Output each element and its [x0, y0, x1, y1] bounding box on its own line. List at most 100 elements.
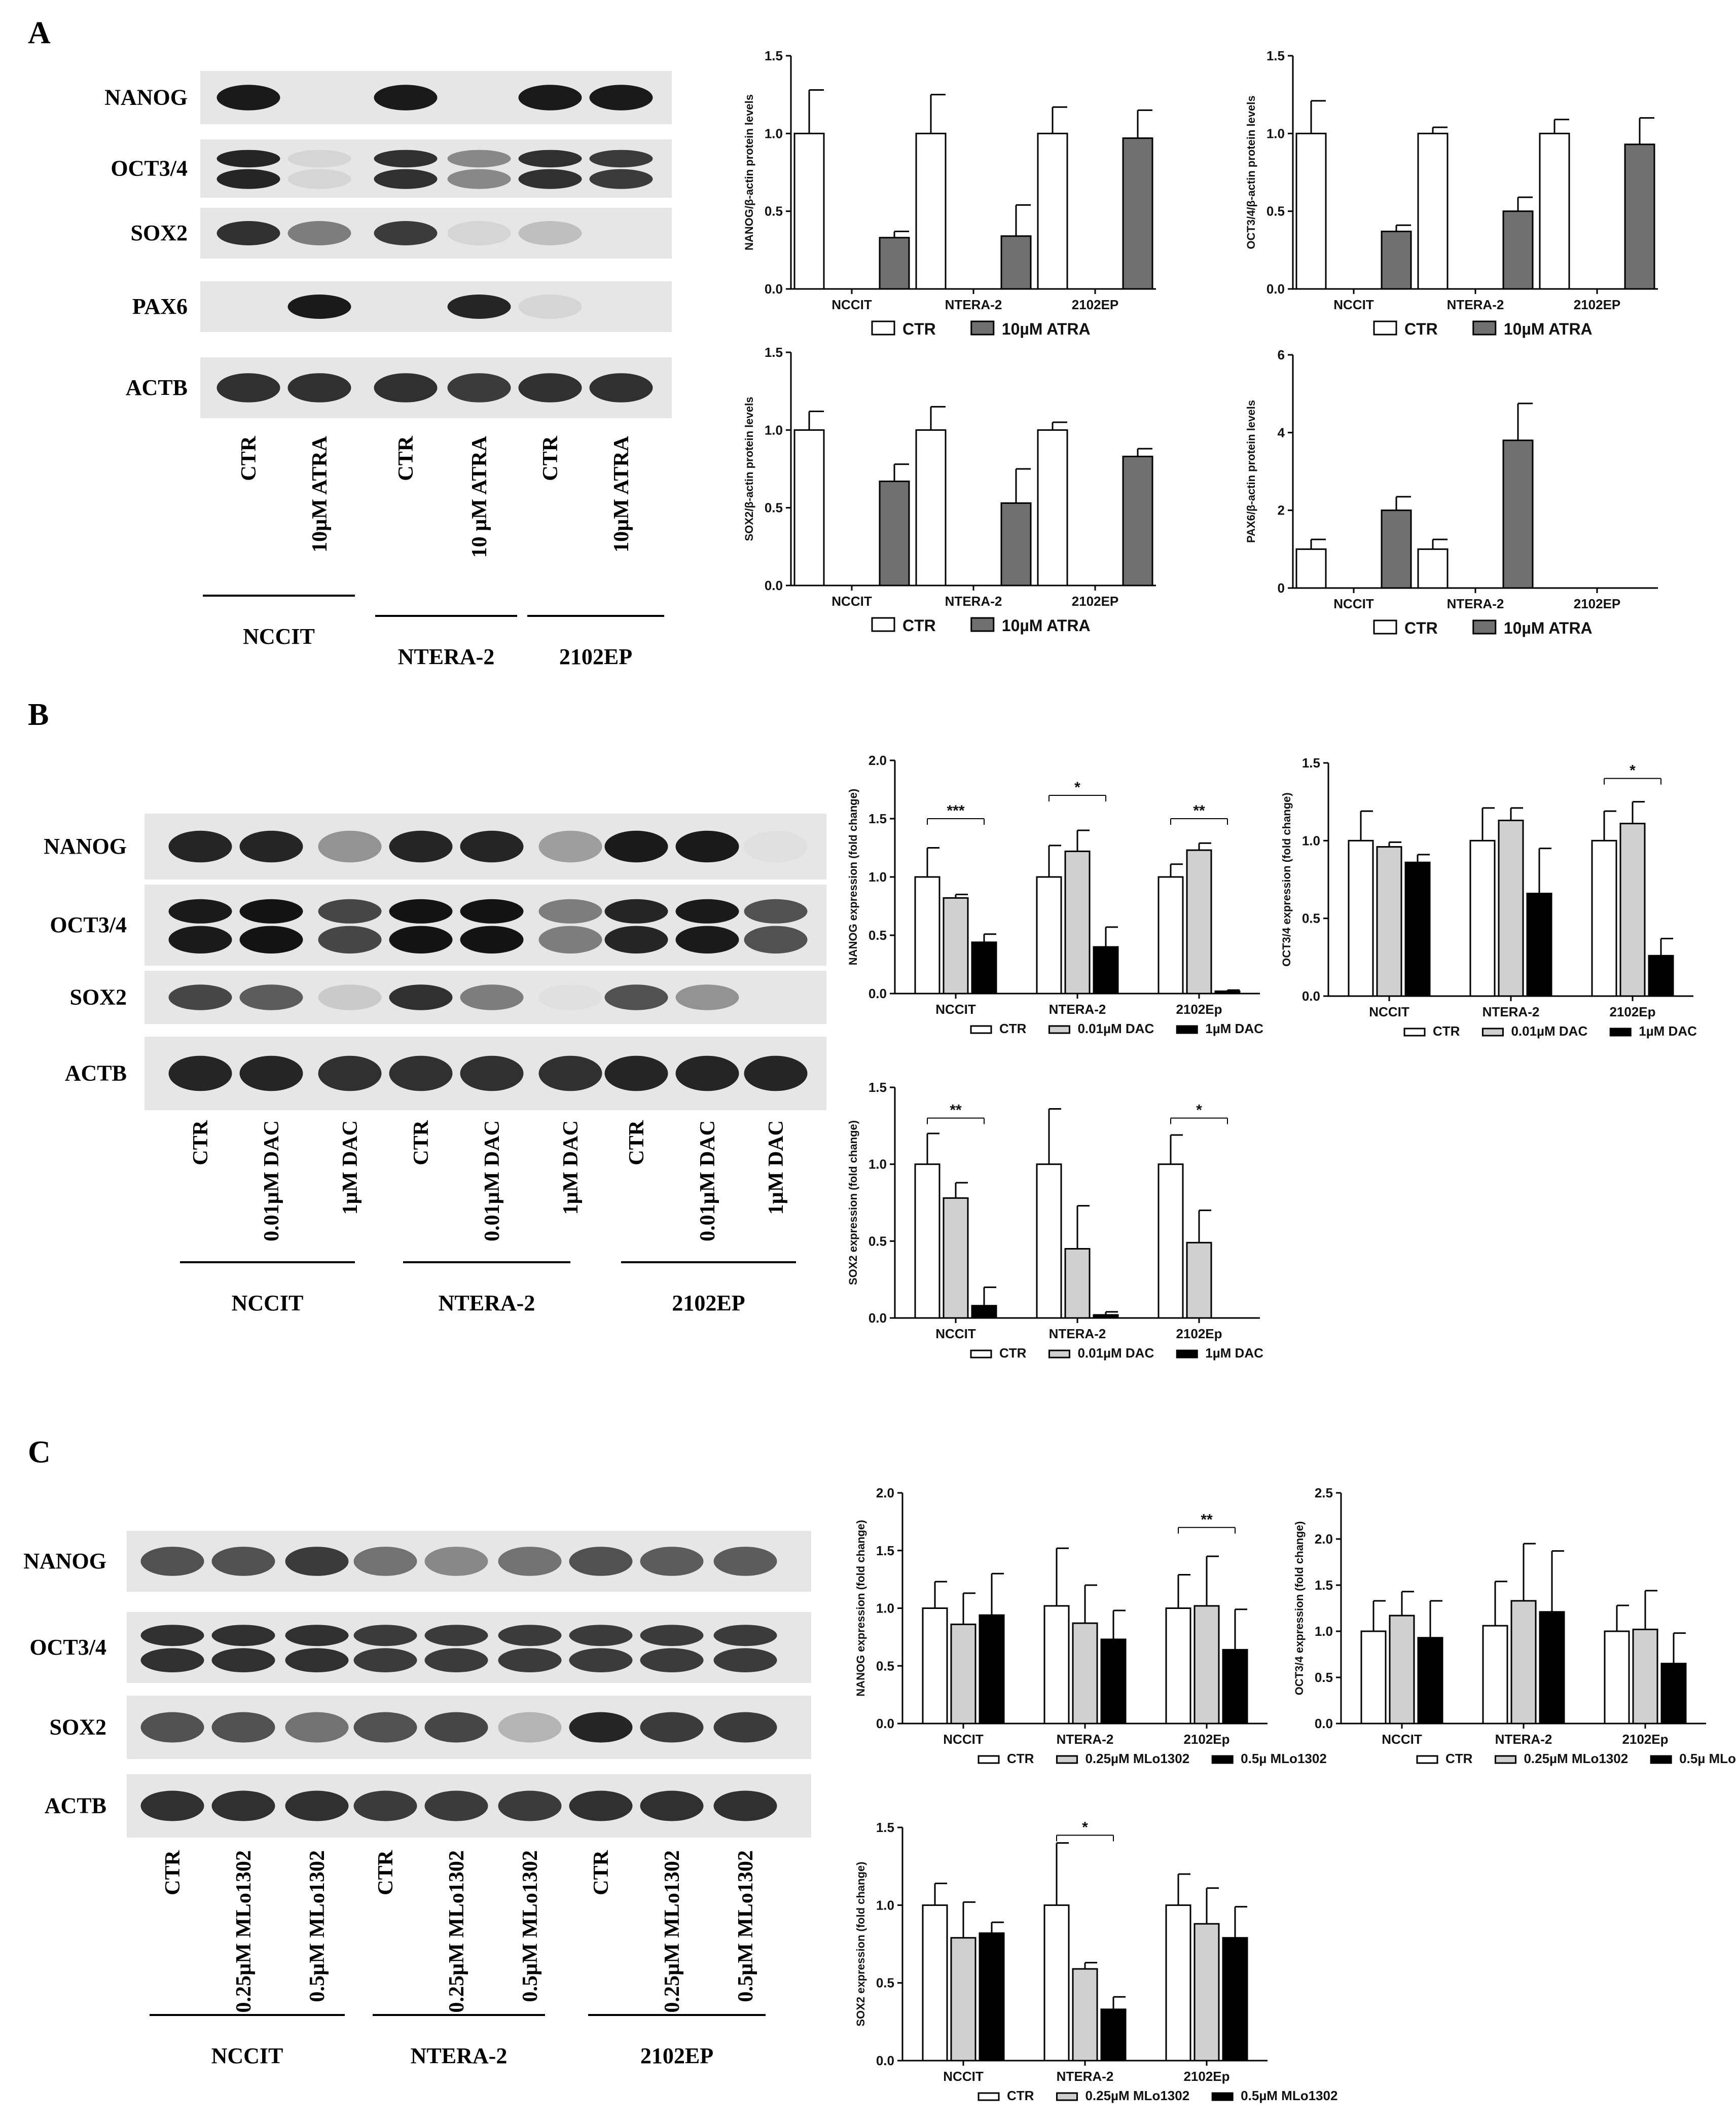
- lane-label: CTR: [189, 1120, 212, 1165]
- protein-band: [424, 1625, 488, 1646]
- bar-chart-3: 0.0 0.5 1.0 1.5 SOX2/β-actin protein levels N…: [743, 345, 1156, 635]
- y-tick-label: 1.0: [876, 1897, 894, 1913]
- legend-swatch: [1373, 619, 1397, 635]
- legend-label: 0.01µM DAC: [1077, 1345, 1154, 1361]
- bar: [1619, 823, 1646, 997]
- protein-band: [374, 373, 438, 402]
- bar-chart-2: 0.0 0.5 1.0 1.5 OCT3/4/β-actin protein level…: [1245, 48, 1658, 338]
- bar: [922, 1607, 948, 1725]
- legend-swatch: [970, 1349, 992, 1359]
- protein-band: [389, 1055, 453, 1091]
- protein-band: [211, 1790, 275, 1821]
- x-tick-label: NTERA-2: [1057, 1732, 1114, 1747]
- protein-band: [140, 1547, 204, 1576]
- y-tick-label: 0.0: [1267, 281, 1285, 297]
- legend-label: CTR: [1404, 619, 1438, 637]
- y-tick-label: 0.5: [765, 500, 783, 516]
- legend-swatch: [978, 1755, 1000, 1764]
- protein-band: [640, 1547, 704, 1576]
- legend-swatch: [970, 320, 995, 336]
- bar: [879, 481, 910, 587]
- protein-band: [589, 150, 653, 168]
- lane-label: CTR: [590, 1850, 613, 1895]
- x-tick-label: NTERA-2: [1482, 1004, 1540, 1019]
- bar: [1348, 839, 1374, 997]
- y-tick-label: 1.0: [765, 126, 783, 141]
- protein-band: [589, 373, 653, 402]
- bar: [1660, 1663, 1687, 1725]
- y-axis-label: OCT3/4 expression (fold change): [1280, 792, 1293, 967]
- bar: [1502, 439, 1534, 589]
- lane-label: 1µM DAC: [559, 1120, 583, 1215]
- legend-swatch: [1373, 320, 1397, 336]
- protein-band: [589, 85, 653, 111]
- bar: [1510, 1600, 1537, 1725]
- bar: [915, 429, 947, 587]
- protein-band: [675, 1055, 739, 1091]
- protein-band: [374, 150, 438, 168]
- lane-label: CTR: [161, 1850, 185, 1895]
- bar-chart-10: 0.0 0.5 1.0 1.5 SOX2 expression (fold change…: [854, 1819, 1337, 2103]
- bar: [1100, 2008, 1127, 2062]
- protein-band: [239, 926, 303, 954]
- y-tick-label: 0.5: [1302, 911, 1320, 926]
- protein-band: [460, 984, 524, 1010]
- legend-label: CTR: [1007, 1751, 1034, 1766]
- bar: [1000, 502, 1032, 587]
- lane-label: CTR: [410, 1120, 433, 1165]
- x-tick-label: NCCIT: [943, 1732, 984, 1747]
- bar: [1381, 509, 1412, 589]
- legend-label: CTR: [1445, 1751, 1473, 1766]
- protein-band: [353, 1547, 417, 1576]
- bar: [922, 1904, 948, 2062]
- legend-swatch: [1472, 320, 1497, 336]
- protein-band: [744, 830, 808, 863]
- panel-letter: A: [28, 16, 51, 50]
- x-tick-label: NTERA-2: [1447, 596, 1504, 611]
- protein-band: [285, 1790, 349, 1821]
- y-tick-label: 0.0: [765, 578, 783, 593]
- blot-row-label: OCT3/4: [29, 1635, 106, 1660]
- bar: [1043, 1904, 1070, 2062]
- protein-band: [538, 830, 602, 863]
- legend-swatch: [1056, 2092, 1078, 2101]
- protein-band: [518, 373, 582, 402]
- significance-label: **: [1193, 802, 1205, 819]
- y-tick-label: 1.0: [869, 869, 887, 885]
- protein-band: [353, 1625, 417, 1646]
- bar: [1043, 1605, 1070, 1725]
- blot-row-label: OCT3/4: [111, 156, 188, 181]
- bar: [1158, 1163, 1184, 1319]
- bar: [1624, 143, 1655, 290]
- y-tick-label: 0.0: [869, 1310, 887, 1326]
- x-tick-label: 2102Ep: [1183, 1732, 1229, 1747]
- blot-row-label: ACTB: [65, 1061, 127, 1086]
- bar: [950, 1937, 976, 2062]
- cell-line-label: 2102EP: [640, 2043, 713, 2068]
- bar: [1632, 1628, 1658, 1725]
- y-tick-label: 2.5: [1315, 1485, 1333, 1500]
- lane-label: 1µM DAC: [339, 1120, 362, 1215]
- panel-b-blot: B NANOG OCT3/4 SOX2 ACTB CTR 0.01µM DAC 1µM DAC…: [28, 698, 826, 1315]
- protein-band: [569, 1712, 633, 1743]
- y-axis-label: SOX2 expression (fold change): [847, 1120, 859, 1285]
- y-tick-label: 1.5: [1315, 1578, 1333, 1593]
- protein-band: [216, 373, 280, 402]
- blot-row-label: NANOG: [104, 85, 188, 110]
- bar: [971, 941, 997, 995]
- panel-letter: C: [28, 1435, 51, 1470]
- protein-band: [518, 295, 582, 319]
- cell-line-label: NTERA-2: [398, 644, 495, 669]
- x-tick-label: NTERA-2: [1057, 2069, 1114, 2084]
- bar: [1389, 1615, 1415, 1725]
- x-tick-label: 2102EP: [1574, 596, 1621, 611]
- y-tick-label: 0.5: [1315, 1670, 1333, 1685]
- bar: [1591, 839, 1617, 997]
- y-tick-label: 0.0: [876, 2053, 894, 2068]
- legend-swatch: [1048, 1349, 1070, 1359]
- legend-swatch: [871, 320, 895, 336]
- blot-row-label: NANOG: [23, 1549, 106, 1573]
- legend-swatch: [970, 617, 995, 632]
- bar: [1539, 132, 1570, 290]
